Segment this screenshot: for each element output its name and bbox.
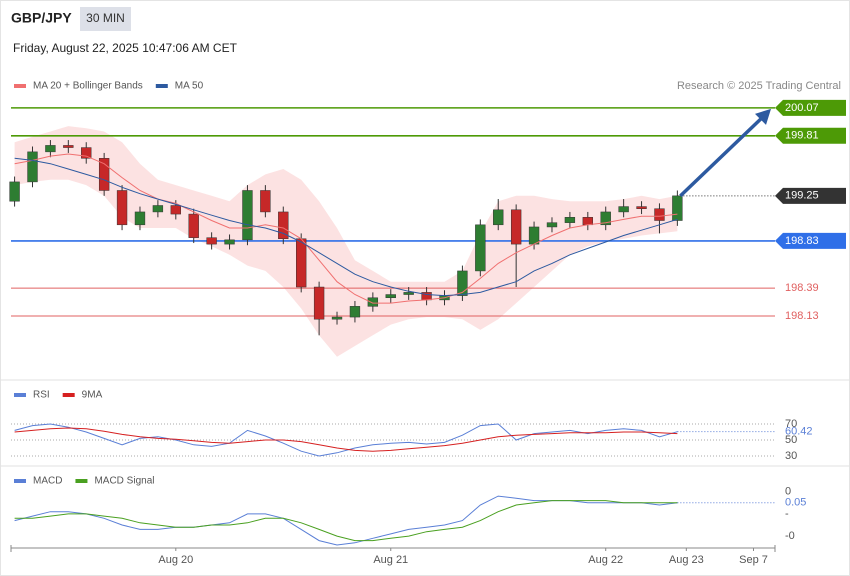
candle-body [564, 217, 576, 223]
candle-body [296, 238, 307, 288]
legend-label: RSI [33, 390, 50, 401]
candle-body [385, 294, 396, 299]
candle-body [475, 224, 486, 272]
candle-body [672, 195, 683, 221]
legend-swatch [14, 84, 26, 88]
level-label: 198.13 [785, 310, 819, 322]
forecast-arrow [679, 115, 765, 198]
level-label: 199.81 [785, 130, 819, 142]
level-box [775, 187, 846, 204]
candle-body [313, 286, 325, 320]
y-tick-label: 50 [785, 434, 797, 446]
datetime: Friday, August 22, 2025 10:47:06 AM CET [13, 41, 238, 55]
legend-swatch [75, 479, 88, 483]
level-label: 200.07 [785, 102, 819, 114]
candle-body [546, 222, 558, 228]
candle-body [528, 226, 540, 245]
x-tick-label: Aug 21 [373, 554, 408, 566]
candle-body [152, 205, 164, 213]
candle-body [81, 147, 92, 159]
candle-body [493, 209, 504, 226]
candle-body [27, 151, 38, 183]
y-tick-label: 0 [785, 486, 791, 498]
candle-body [9, 181, 20, 202]
level-label: 198.39 [785, 282, 819, 294]
candle-body [45, 145, 56, 153]
candle-body [457, 270, 468, 296]
candle-body [618, 206, 629, 213]
legend-label: MACD Signal [94, 476, 154, 487]
candle-body [367, 297, 379, 307]
candle-body [654, 208, 665, 221]
interval: 30 MIN [86, 11, 125, 25]
legend-swatch [155, 84, 168, 88]
candle-body [63, 145, 74, 148]
ma-line [14, 153, 678, 304]
y-tick-label: - [785, 508, 789, 520]
last-value-label: 0.05 [785, 497, 806, 509]
candle-body [510, 209, 522, 245]
y-tick-label: 30 [785, 450, 797, 462]
ma-line [14, 157, 678, 297]
legend-label: 9MA [82, 390, 103, 401]
legend-swatch [14, 479, 26, 483]
candle-body [636, 206, 647, 209]
candle-body [206, 237, 217, 245]
x-tick-label: Aug 23 [669, 554, 704, 566]
level-box [775, 127, 846, 144]
candle-body [98, 158, 110, 191]
candle-body [349, 306, 361, 318]
candle-body [188, 213, 199, 238]
candle-body [331, 316, 343, 320]
level-label: 198.83 [785, 235, 819, 247]
legend-swatch [62, 393, 75, 397]
candle-body [134, 211, 146, 226]
level-box [775, 232, 846, 249]
legend-label: MA 50 [175, 81, 204, 92]
forecast-arrow-head [755, 108, 771, 125]
level-label: 199.25 [785, 190, 819, 202]
candle-body [260, 190, 271, 213]
legend-swatch [14, 393, 26, 397]
candle-body [278, 211, 289, 240]
candle-body [582, 217, 593, 226]
legend-label: MA 20 + Bollinger Bands [33, 81, 143, 92]
legend-label: MACD [33, 476, 62, 487]
y-tick-label: -0 [785, 530, 795, 542]
x-tick-label: Aug 22 [588, 554, 623, 566]
symbol: GBP/JPY [11, 10, 72, 26]
indicator-line [14, 500, 678, 542]
candle-body [224, 239, 235, 245]
level-box [775, 99, 846, 116]
x-tick-label: Sep 7 [739, 554, 768, 566]
candle-body [116, 190, 128, 226]
candle-body [170, 205, 181, 215]
bollinger-band [14, 126, 678, 357]
y-tick-label: 70 [785, 418, 797, 430]
candle-body [242, 190, 253, 241]
indicator-line [14, 423, 678, 457]
x-tick-label: Aug 20 [158, 554, 193, 566]
indicator-line [14, 427, 678, 452]
credit: Research © 2025 Trading Central [677, 80, 841, 92]
interval-box [80, 7, 131, 31]
last-value-label: 60.42 [785, 426, 813, 438]
candle-body [403, 292, 414, 295]
candle-body [600, 211, 611, 226]
